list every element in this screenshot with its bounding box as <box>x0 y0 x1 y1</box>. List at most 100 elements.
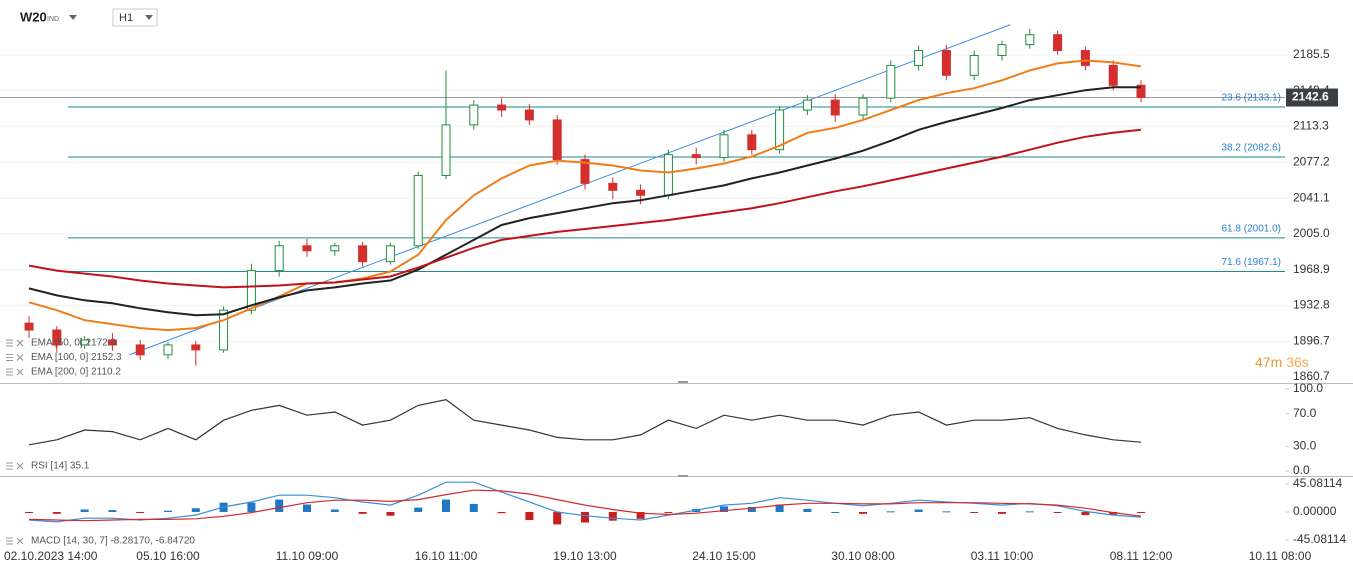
interval-box[interactable] <box>112 8 158 27</box>
fib-label: 61.8 (2001.0) <box>1222 224 1282 235</box>
histogram-bar <box>25 511 33 513</box>
legend-close-icon[interactable] <box>16 462 24 470</box>
histogram-bar <box>942 511 951 513</box>
histogram-bar <box>80 509 89 512</box>
y-tick-label: 2041.1 <box>1293 190 1330 204</box>
candle-body <box>302 245 312 252</box>
indicator-line <box>28 489 1142 522</box>
legend-menu-icon <box>6 339 13 347</box>
x-tick-label: 05.10 16:00 <box>136 549 200 563</box>
candle-body <box>330 245 340 252</box>
overlay-layer: 1860.7 1896.7 1932.8 1968.9 2005.0 2041.1 2077… <box>4 47 1346 563</box>
candle-body <box>802 99 812 111</box>
countdown-minutes: 47m <box>1255 354 1282 370</box>
candle-body <box>385 245 395 263</box>
indicator-line <box>28 481 1142 523</box>
legend-menu-icon <box>6 354 13 361</box>
histogram-bar <box>664 511 673 513</box>
legend-entry: MACD [14, 30, 7] -8.28170, -6.84720 <box>31 536 195 547</box>
candle-body <box>1053 34 1063 52</box>
countdown: 47m 36s <box>1255 354 1309 370</box>
candle-body <box>191 344 201 351</box>
candle-body <box>914 50 924 66</box>
candle-body <box>636 189 646 196</box>
x-tick-label: 24.10 15:00 <box>692 549 756 563</box>
y-tick-label: 2113.3 <box>1293 119 1329 133</box>
y-tick-label: 2077.2 <box>1293 155 1330 169</box>
histogram-bar <box>247 502 256 512</box>
legend-close-icon[interactable] <box>16 368 24 376</box>
histogram-bar <box>803 508 812 512</box>
histogram-bar <box>831 511 840 513</box>
legend-entry: EMA [200, 0] 2110.2 <box>31 367 121 378</box>
legend-menu-icon <box>6 537 13 545</box>
candle-body <box>246 270 256 311</box>
histogram-bar <box>1137 511 1145 513</box>
x-tick-label: 30.10 08:00 <box>831 549 895 563</box>
interval[interactable]: H1 <box>119 12 133 24</box>
x-tick-label: 11.10 09:00 <box>276 549 339 563</box>
panel-handle[interactable] <box>678 475 688 477</box>
x-tick-label: 10.11 08:00 <box>1249 549 1312 563</box>
histogram-bar <box>859 511 867 514</box>
y-tick-label: 100.0 <box>1293 381 1323 395</box>
last-price-box <box>1286 88 1338 107</box>
histogram-bar <box>1053 511 1062 513</box>
x-tick-label: 08.11 12:00 <box>1110 549 1173 563</box>
symbol-dropdown[interactable] <box>69 15 77 20</box>
candle-body <box>941 50 951 76</box>
candle-body <box>1025 34 1035 46</box>
histogram-bar <box>386 511 395 516</box>
candle-body <box>441 124 451 176</box>
histogram-bar <box>747 507 756 512</box>
candle-body <box>135 344 145 356</box>
candle-body <box>524 109 534 121</box>
candle-body <box>358 245 368 263</box>
legend-entry: EMA [50, 0] 2172.9 <box>31 338 116 349</box>
histogram-bar <box>52 511 61 514</box>
y-tick-label: 45.08114 <box>1293 476 1342 490</box>
interval-dropdown[interactable] <box>145 15 153 20</box>
candle-body <box>469 104 479 126</box>
symbol[interactable]: W20 <box>20 9 47 24</box>
legend-entry: RSI [14] 35.1 <box>31 461 90 472</box>
histogram-bar <box>553 511 562 525</box>
histogram-bar <box>136 511 145 513</box>
fib-label: 71.6 (1967.1) <box>1222 257 1282 268</box>
histogram-bar <box>358 511 367 514</box>
candle-body <box>497 104 507 111</box>
y-tick-label: -45.08114 <box>1293 532 1346 546</box>
legend-entry: EMA [100, 0] 2152.3 <box>31 352 122 363</box>
fib-label: 23.6 (2133.1) <box>1222 93 1282 104</box>
histogram-bar <box>525 511 534 521</box>
grid-layer <box>0 24 1289 541</box>
candle-body <box>663 154 673 196</box>
y-tick-label: 1860.7 <box>1293 369 1330 383</box>
x-tick-label: 16.10 11:00 <box>415 549 478 563</box>
y-tick-label: 0.00000 <box>1293 504 1337 518</box>
candle-body <box>997 44 1007 57</box>
candle-body <box>608 182 618 191</box>
candle-body <box>107 339 117 346</box>
histogram-bar <box>303 504 311 512</box>
indicator-line <box>28 86 1141 317</box>
legend-close-icon[interactable] <box>16 537 24 545</box>
y-tick-label: 1896.7 <box>1293 333 1330 347</box>
x-tick-label: 19.10 13:00 <box>553 549 617 563</box>
y-tick-label: 0.0 <box>1293 463 1310 477</box>
histogram-bar <box>442 499 450 512</box>
histogram-bar <box>469 503 478 512</box>
candle-body <box>886 64 896 99</box>
marks-layer <box>24 28 1146 525</box>
histogram-bar <box>970 511 979 513</box>
panel-handle[interactable] <box>678 381 688 383</box>
legend-close-icon[interactable] <box>16 354 24 361</box>
candle-body <box>1080 50 1090 66</box>
legend-close-icon[interactable] <box>16 339 24 347</box>
candle-body <box>858 97 868 116</box>
histogram-bar <box>1081 511 1090 516</box>
x-tick-label: 03.11 10:00 <box>971 549 1034 563</box>
histogram-bar <box>275 499 284 512</box>
histogram-bar <box>608 511 617 521</box>
y-tick-label: 1968.9 <box>1293 262 1330 276</box>
